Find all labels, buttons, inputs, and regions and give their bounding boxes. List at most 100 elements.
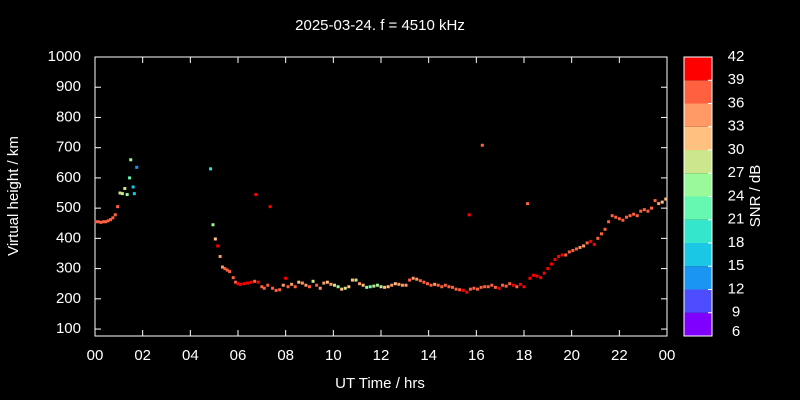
x-tick-label: 18 [516,347,533,364]
point [236,282,240,286]
point [234,280,238,284]
point [329,282,333,286]
point [99,220,103,224]
colorbar-bin [684,173,712,197]
x-axis-label: UT Time / hrs [335,375,425,392]
point [483,285,487,289]
plot-frame [94,56,668,337]
point [300,281,304,285]
point [336,285,340,289]
point [610,214,614,218]
point [358,282,362,286]
point [128,176,132,180]
point [429,283,433,287]
point [218,255,222,259]
point [461,288,465,292]
point [526,202,530,206]
chart-title: 2025-03-24. f = 4510 kHz [295,17,465,34]
point [535,274,539,278]
point [564,253,568,257]
colorbar-bin [684,196,712,220]
x-tick-label: 20 [563,347,580,364]
y-axis-label: Virtual height / km [5,136,22,256]
point [318,286,322,290]
point [304,283,308,287]
colorbar-bin [684,150,712,174]
point [293,285,297,289]
y-tick-label: 200 [56,290,81,307]
colorbar-tick-label: 39 [728,71,745,88]
y-tick-label: 900 [56,78,81,95]
colorbar-bin [684,103,712,127]
point [454,287,458,291]
point [418,279,422,283]
point [390,283,394,287]
point [254,193,258,197]
point [574,247,578,251]
colorbar-tick-label: 27 [728,164,745,181]
point [447,285,451,289]
colorbar-tick-label: 42 [728,48,745,65]
point [253,279,257,283]
point [225,268,229,272]
y-tick-label: 100 [56,320,81,337]
x-tick-label: 10 [325,347,342,364]
point [518,282,522,286]
colorbar-bin [684,57,712,81]
point [308,285,311,289]
point [480,143,484,147]
colorbar-tick-label: 18 [728,234,745,251]
colorbar-tick-label: 12 [728,280,745,297]
point [354,278,358,282]
point [664,197,668,201]
point [104,220,108,224]
point [468,287,472,291]
colorbar-bin [684,312,712,336]
point [132,192,136,196]
point [106,219,110,223]
x-tick-label: 08 [277,347,294,364]
x-tick-label: 14 [420,347,437,364]
point [311,279,315,283]
point [281,283,285,287]
point [135,165,139,169]
point [511,283,515,287]
point [325,280,329,284]
point [123,186,127,190]
point [315,283,319,287]
point [467,213,471,217]
point [646,209,650,213]
point [278,288,282,292]
point [553,258,557,262]
point [628,214,632,218]
colorbar-bin [684,126,712,150]
point [585,241,589,245]
x-tick-label: 00 [659,347,676,364]
point [415,277,419,281]
point [451,285,454,289]
y-tick-label: 600 [56,169,81,186]
point [129,158,133,162]
x-tick-label: 00 [87,347,104,364]
point [650,206,654,210]
colorbar-tick-label: 15 [728,257,745,274]
point [347,285,351,289]
y-tick-label: 800 [56,108,81,125]
point [271,286,275,290]
point [211,223,215,227]
point [639,209,643,213]
point [386,285,390,289]
point [125,193,129,197]
point [216,244,220,248]
point [501,283,505,287]
y-tick-label: 500 [56,199,81,216]
colorbar-bin [684,219,712,243]
point [118,191,122,195]
point [209,167,213,171]
point [290,282,294,286]
y-tick-label: 700 [56,139,81,156]
point [213,237,217,241]
point [624,215,628,219]
point [592,242,596,246]
